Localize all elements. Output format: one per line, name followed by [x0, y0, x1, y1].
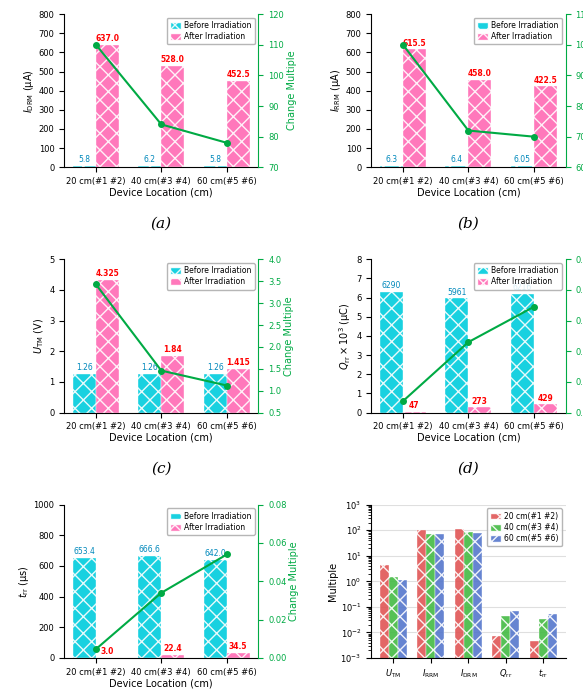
Legend: Before Irradiation, After Irradiation: Before Irradiation, After Irradiation: [474, 263, 561, 290]
Text: 5.8: 5.8: [209, 155, 222, 164]
Text: 4.325: 4.325: [96, 270, 119, 278]
Text: 653.4: 653.4: [73, 547, 96, 556]
X-axis label: Device Location (cm): Device Location (cm): [416, 188, 520, 197]
Bar: [161, 654, 184, 658]
Text: 1.415: 1.415: [226, 358, 250, 368]
Bar: [510, 611, 519, 700]
Bar: [380, 565, 389, 700]
Bar: [161, 356, 184, 413]
Bar: [138, 166, 161, 167]
Bar: [511, 166, 534, 167]
Text: 5.8: 5.8: [79, 155, 90, 164]
Text: 6.4: 6.4: [451, 155, 463, 164]
Bar: [473, 533, 482, 700]
Legend: 20 cm(#1 #2), 40 cm(#3 #4), 60 cm(#5 #6): 20 cm(#1 #2), 40 cm(#3 #4), 60 cm(#5 #6): [487, 508, 561, 546]
Text: 1.84: 1.84: [163, 345, 182, 354]
Bar: [534, 405, 557, 413]
Text: (c): (c): [151, 462, 171, 476]
Text: 1.26: 1.26: [142, 363, 158, 372]
Text: 615.5: 615.5: [402, 38, 426, 48]
Y-axis label: Change Multiple: Change Multiple: [290, 542, 300, 621]
Bar: [204, 166, 227, 167]
Bar: [138, 374, 161, 413]
Bar: [96, 280, 119, 413]
Bar: [204, 374, 227, 413]
Bar: [534, 86, 557, 167]
Y-axis label: $U_{\mathrm{TM}}$ (V): $U_{\mathrm{TM}}$ (V): [33, 318, 46, 354]
Y-axis label: $Q_{\mathrm{rr}}\times10^{3}$ (μC): $Q_{\mathrm{rr}}\times10^{3}$ (μC): [338, 302, 353, 370]
Text: 642.0: 642.0: [205, 549, 226, 558]
Bar: [380, 166, 403, 167]
Text: (b): (b): [458, 216, 479, 230]
Bar: [227, 80, 250, 167]
Legend: Before Irradiation, After Irradiation: Before Irradiation, After Irradiation: [474, 18, 561, 44]
Bar: [539, 619, 547, 700]
Bar: [468, 407, 491, 413]
Bar: [445, 166, 468, 167]
Bar: [227, 370, 250, 413]
Bar: [547, 614, 557, 700]
Bar: [426, 534, 436, 700]
Bar: [73, 166, 96, 167]
Legend: Before Irradiation, After Irradiation: Before Irradiation, After Irradiation: [167, 508, 255, 535]
X-axis label: Device Location (cm): Device Location (cm): [110, 678, 213, 688]
Bar: [492, 636, 501, 700]
Y-axis label: Change Multiple: Change Multiple: [285, 296, 294, 376]
Text: 47: 47: [409, 401, 420, 410]
Text: 637.0: 637.0: [95, 34, 120, 43]
Bar: [403, 50, 426, 167]
Text: 34.5: 34.5: [229, 642, 247, 651]
Legend: Before Irradiation, After Irradiation: Before Irradiation, After Irradiation: [167, 18, 255, 44]
Bar: [73, 558, 96, 658]
Bar: [468, 80, 491, 167]
Bar: [204, 559, 227, 658]
Bar: [96, 46, 119, 167]
Text: 429: 429: [538, 393, 553, 402]
Bar: [161, 66, 184, 167]
Legend: Before Irradiation, After Irradiation: Before Irradiation, After Irradiation: [167, 263, 255, 290]
Bar: [398, 580, 407, 700]
Text: 1.26: 1.26: [76, 363, 93, 372]
Bar: [227, 652, 250, 658]
Text: 6290: 6290: [382, 281, 401, 290]
Text: 6216: 6216: [512, 283, 532, 292]
Y-axis label: Multiple: Multiple: [328, 562, 338, 601]
Bar: [511, 293, 534, 413]
Bar: [501, 615, 510, 700]
Text: 528.0: 528.0: [161, 55, 185, 64]
Y-axis label: Change Multiple: Change Multiple: [287, 51, 297, 130]
Bar: [445, 298, 468, 413]
Text: 452.5: 452.5: [226, 70, 250, 79]
X-axis label: Device Location (cm): Device Location (cm): [110, 188, 213, 197]
Y-axis label: $I_{\mathrm{DRM}}$ (μA): $I_{\mathrm{DRM}}$ (μA): [22, 69, 36, 113]
Y-axis label: $t_{\mathrm{rr}}$ (μs): $t_{\mathrm{rr}}$ (μs): [17, 565, 31, 598]
Bar: [73, 374, 96, 413]
Bar: [464, 532, 473, 700]
Text: 22.4: 22.4: [163, 644, 182, 652]
Text: 666.6: 666.6: [139, 545, 161, 554]
Text: 458.0: 458.0: [468, 69, 491, 78]
Bar: [417, 531, 426, 700]
Bar: [436, 534, 444, 700]
Text: (d): (d): [458, 462, 479, 476]
Text: 422.5: 422.5: [533, 76, 557, 85]
Bar: [530, 641, 539, 700]
Text: 6.05: 6.05: [514, 155, 531, 164]
Text: (a): (a): [151, 216, 172, 230]
Text: 1.26: 1.26: [207, 363, 224, 372]
Text: 6.3: 6.3: [385, 155, 398, 164]
Y-axis label: $I_{\mathrm{RRM}}$ (μA): $I_{\mathrm{RRM}}$ (μA): [329, 69, 343, 112]
Bar: [403, 412, 426, 413]
Bar: [389, 577, 398, 700]
X-axis label: Device Location (cm): Device Location (cm): [110, 433, 213, 443]
X-axis label: Device Location (cm): Device Location (cm): [416, 433, 520, 443]
Bar: [138, 556, 161, 658]
Text: 6.2: 6.2: [144, 155, 156, 164]
Text: 5961: 5961: [447, 288, 466, 297]
Bar: [380, 292, 403, 413]
Text: 3.0: 3.0: [101, 647, 114, 656]
Text: 273: 273: [472, 397, 488, 405]
Bar: [455, 529, 464, 700]
